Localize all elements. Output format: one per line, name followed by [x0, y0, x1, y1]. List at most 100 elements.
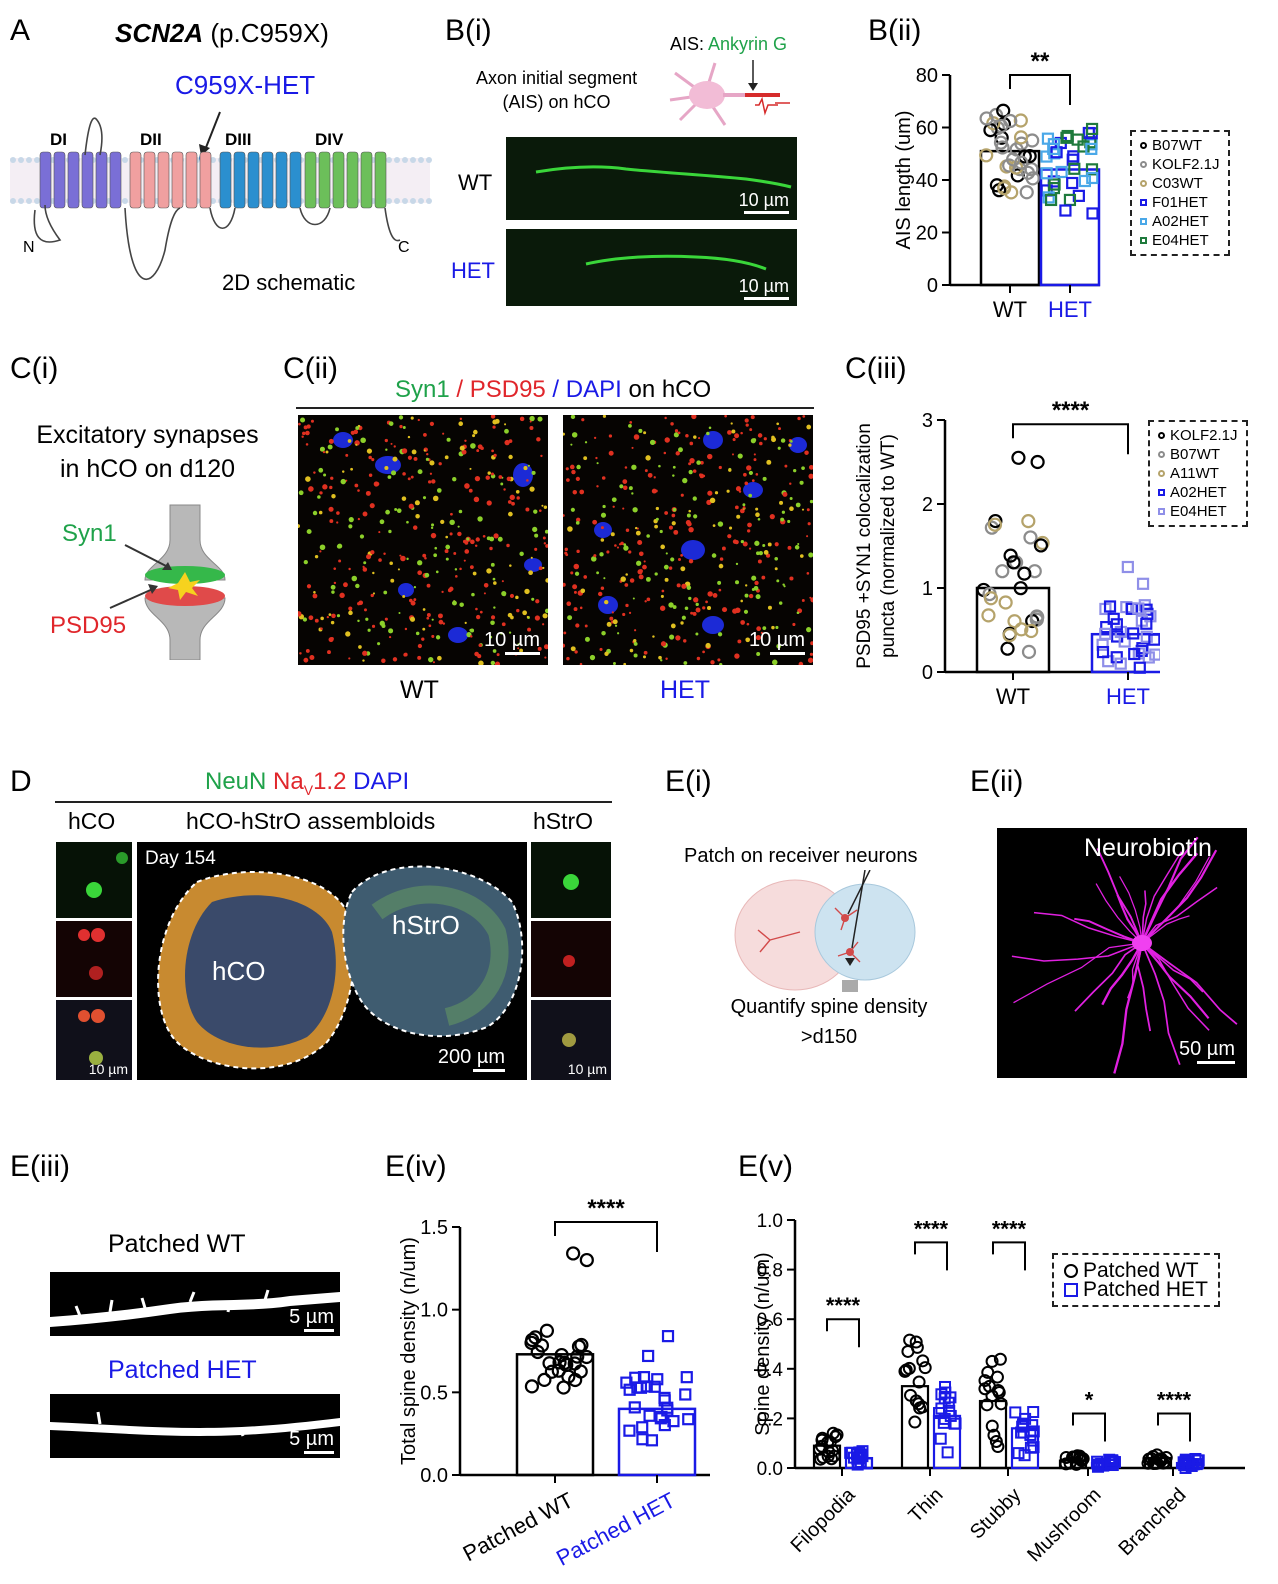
cii-title-sep1: / — [449, 376, 470, 403]
legend-marker — [1064, 1282, 1078, 1297]
y-axis-label: Spine density (n/um) — [752, 1252, 774, 1435]
data-point — [655, 1410, 668, 1424]
y-axis-label: PSD95 +SYN1 colocalization puncta (normal… — [854, 423, 899, 669]
panel-label-d: D — [10, 765, 32, 798]
cii-wt-label: WT — [400, 676, 439, 704]
neurobiotin-image: Neurobiotin 50 µm — [997, 828, 1247, 1078]
eiii-wt-label: Patched WT — [108, 1230, 246, 1258]
mutation-label: C959X-HET — [175, 70, 316, 100]
helix-dii-s1 — [129, 151, 142, 209]
data-point — [1068, 162, 1081, 175]
y-tick-label: 2 — [922, 494, 933, 516]
data-point — [1014, 622, 1029, 637]
legend-label: C03WT — [1152, 175, 1203, 192]
y-tick-label: 60 — [916, 118, 938, 140]
legend-marker — [1140, 142, 1147, 149]
legend-marker — [1064, 1263, 1078, 1278]
legend-label: B07WT — [1170, 446, 1221, 463]
y-tick-label: 0.0 — [757, 1459, 783, 1480]
panel-label-ev: E(v) — [738, 1150, 793, 1183]
data-point — [1085, 163, 1099, 176]
data-point — [1128, 647, 1141, 661]
data-point — [651, 1373, 664, 1386]
ais-description: Axon initial segment (AIS) on hCO — [476, 66, 637, 114]
scale-bar-eii: 50 µm — [1179, 1038, 1235, 1064]
data-point — [1114, 657, 1127, 670]
x-tick-label: Stubby — [966, 1484, 1026, 1544]
data-point — [1020, 165, 1036, 180]
scale-bar-d-left-label: 10 µm — [88, 1061, 128, 1077]
data-point — [935, 1388, 948, 1401]
y-axis-label: AIS length (um) — [893, 111, 915, 250]
panel-label-bii: B(ii) — [868, 14, 922, 47]
data-point — [579, 1349, 594, 1365]
data-point — [813, 1442, 827, 1456]
legend-item: B07WT — [1140, 136, 1220, 155]
scale-bar-d-left: 10 µm — [89, 1061, 128, 1077]
legend-marker — [1158, 470, 1165, 477]
data-point — [912, 1397, 926, 1411]
domain-label-div: DIV — [315, 130, 344, 149]
data-point — [1140, 630, 1153, 643]
data-point — [998, 595, 1013, 610]
helix-diii-s3 — [247, 151, 260, 209]
data-point — [1142, 651, 1155, 664]
data-point — [983, 591, 999, 606]
panel-label-ci: C(i) — [10, 352, 59, 385]
schematic-caption: 2D schematic — [222, 270, 356, 295]
chart-ciii: 0 1 2 3 PSD95 +SYN1 colocalization puncta (no… — [854, 397, 1160, 709]
data-point — [1099, 627, 1112, 640]
ankyrin-g-label: Ankyrin G — [708, 34, 788, 54]
data-point — [1027, 1406, 1040, 1419]
legend-marker — [1140, 218, 1147, 225]
helix-di-s1 — [39, 151, 52, 209]
y-tick-label: 0.0 — [420, 1465, 448, 1487]
data-point — [1068, 1450, 1082, 1464]
legend-item: Patched HET — [1064, 1279, 1208, 1300]
helix-diii-s1 — [219, 151, 232, 209]
data-point — [1055, 165, 1068, 179]
data-point — [544, 1364, 559, 1379]
cii-title-syn1: Syn1 — [395, 376, 450, 403]
data-point — [542, 1356, 557, 1371]
data-point — [825, 1452, 839, 1466]
data-point — [642, 1349, 655, 1363]
ci-description-line1: Excitatory synapses — [36, 421, 259, 449]
panel-a-title: SCN2A (p.C959X) — [115, 18, 329, 49]
scale-bar-bi-wt: 10 µm — [739, 190, 789, 214]
helix-dii-s2 — [143, 151, 156, 209]
variant-label: (p.C959X) — [210, 18, 329, 48]
data-point — [1048, 178, 1061, 191]
data-point — [658, 1418, 671, 1432]
data-point — [1118, 635, 1131, 648]
d-assembloid-header: hCO-hStrO assembloids — [186, 808, 436, 834]
data-point — [948, 1417, 961, 1430]
synapse-image-wt: 10 µm — [298, 415, 548, 665]
y-tick-label: 0.2 — [757, 1409, 783, 1430]
cii-het-label: HET — [660, 676, 710, 704]
data-point — [1003, 548, 1018, 563]
data-point — [1007, 614, 1022, 629]
data-point — [1021, 514, 1036, 529]
data-point — [623, 1424, 636, 1437]
data-point — [1040, 167, 1053, 180]
data-point — [1012, 1447, 1025, 1460]
data-point — [1067, 150, 1080, 163]
data-point — [1132, 602, 1145, 615]
data-point — [636, 1421, 649, 1434]
data-point — [1073, 1451, 1087, 1465]
data-point — [1024, 1441, 1037, 1454]
helix-di-s3 — [67, 151, 80, 209]
hstro-neun-image — [531, 842, 611, 918]
legend-item: E04HET — [1140, 231, 1220, 250]
helix-div-s1 — [304, 151, 317, 209]
data-point — [1033, 538, 1049, 553]
legend-marker — [1140, 161, 1147, 168]
y-tick-label: 0.8 — [757, 1261, 783, 1282]
scale-bar-d-right-label: 10 µm — [567, 1061, 607, 1077]
bi-wt-label: WT — [458, 170, 493, 195]
cii-title-sep2: / — [545, 376, 566, 403]
data-point — [1030, 454, 1045, 470]
